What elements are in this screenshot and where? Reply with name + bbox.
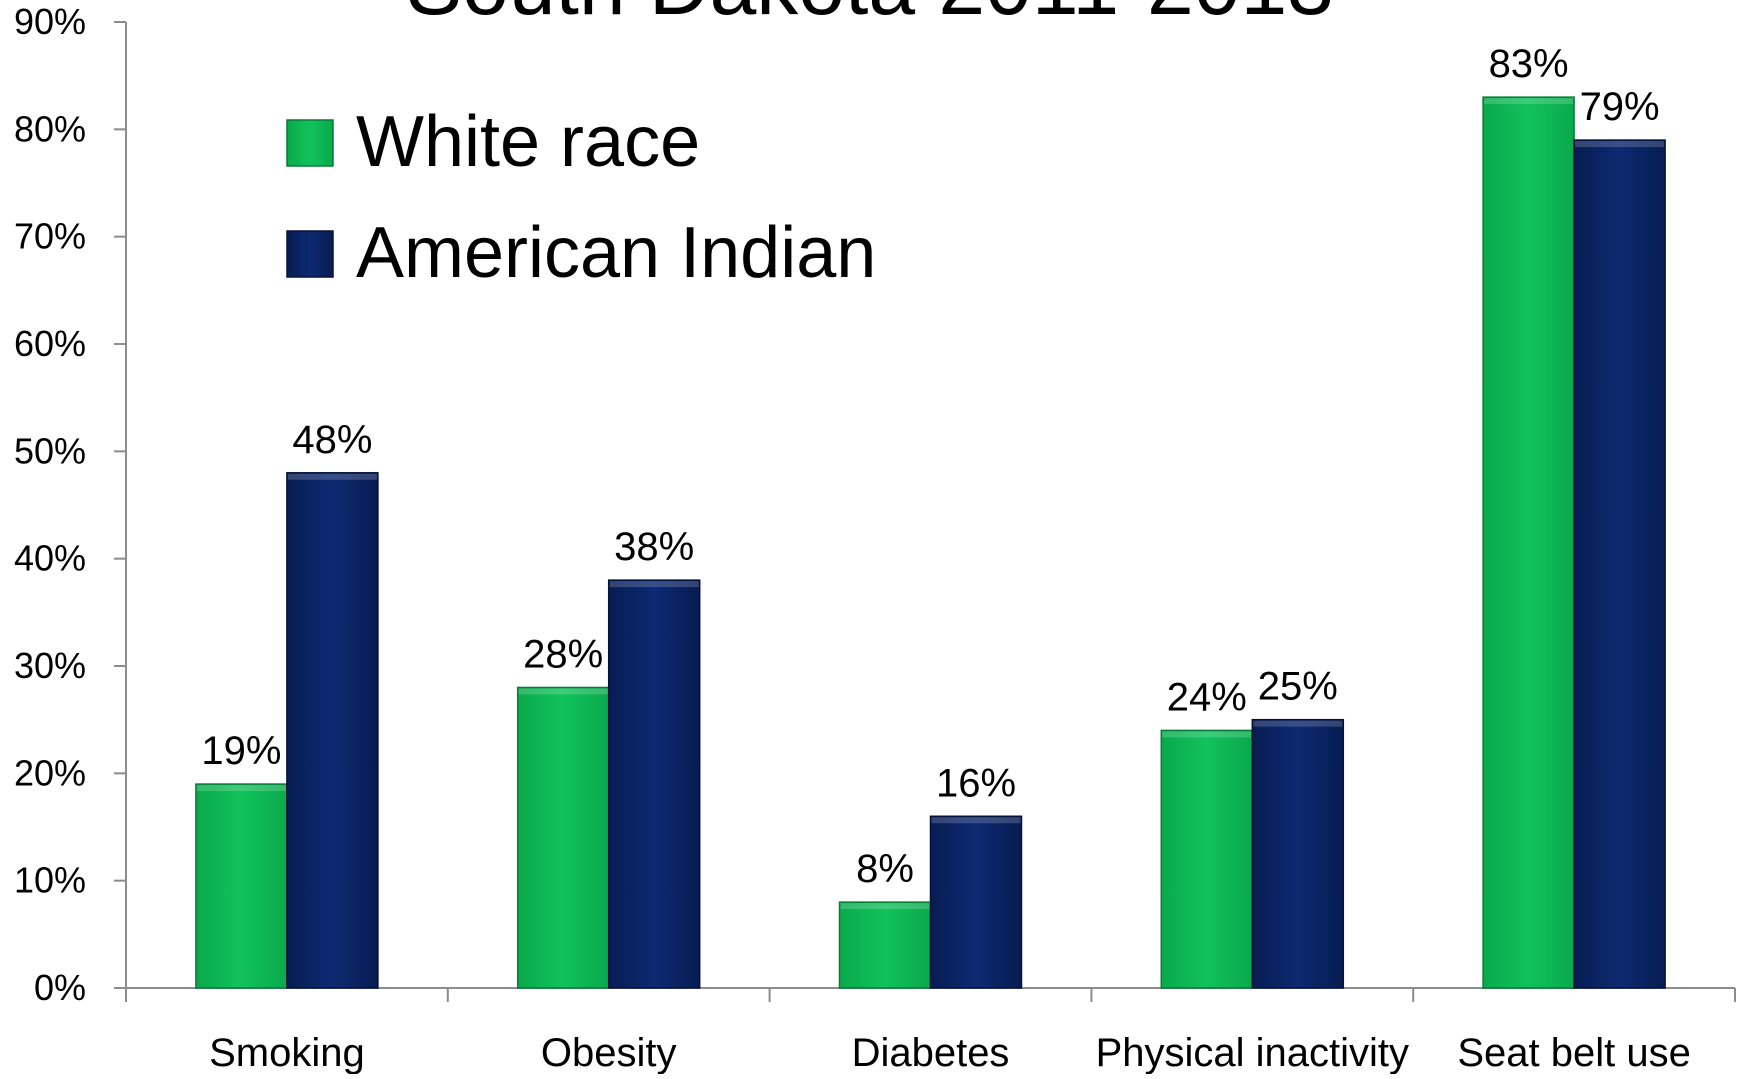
legend-label-white-race: White race [356, 102, 700, 182]
data-label-white-race-seat-belt-use: 83% [1489, 42, 1569, 86]
legend-swatch-american-indian [286, 230, 334, 278]
y-tick-label: 90% [14, 1, 86, 42]
y-tick-label: 60% [14, 323, 86, 364]
y-ticks: 0% 10% 20% 30% 40% 50% 60% 70% 80% 90% [14, 1, 126, 1008]
bar-white-race-physical-inactivity [1160, 729, 1254, 989]
bar-white-race-smoking [195, 783, 288, 989]
bar-bevel-white-race-obesity [518, 688, 608, 695]
data-label-american-indian-seat-belt-use: 79% [1580, 85, 1660, 129]
bars [195, 96, 1666, 989]
bar-bevel-american-indian-physical-inactivity [1253, 720, 1343, 727]
legend-swatch-white-race [286, 119, 334, 167]
data-label-american-indian-obesity: 38% [614, 525, 694, 569]
bar-american-indian-smoking [286, 472, 379, 989]
data-label-white-race-smoking: 19% [201, 729, 281, 773]
data-label-american-indian-diabetes: 16% [936, 761, 1016, 805]
bar-bevel-white-race-seat-belt-use [1484, 98, 1574, 105]
bar-bevel-american-indian-diabetes [931, 817, 1021, 824]
bar-white-race-obesity [516, 686, 610, 989]
y-tick-label: 50% [14, 430, 86, 471]
y-tick-label: 80% [14, 108, 86, 149]
bar-bevel-white-race-smoking [196, 785, 286, 792]
bar-bevel-american-indian-obesity [609, 581, 699, 588]
data-label-white-race-physical-inactivity: 24% [1167, 675, 1247, 719]
y-tick-label: 40% [14, 538, 86, 579]
bar-bevel-white-race-physical-inactivity [1162, 731, 1252, 738]
x-ticks [125, 988, 1736, 1002]
bar-bevel-white-race-diabetes [840, 903, 930, 910]
category-label-seat-belt-use: Seat belt use [1457, 1031, 1691, 1074]
y-tick-label: 70% [14, 216, 86, 257]
category-label-diabetes: Diabetes [852, 1031, 1010, 1074]
bar-bevel-american-indian-seat-belt-use [1575, 141, 1665, 148]
bar-american-indian-physical-inactivity [1251, 718, 1345, 989]
category-label-smoking: Smoking [209, 1031, 365, 1074]
data-label-white-race-diabetes: 8% [856, 847, 914, 891]
legend: White race American Indian [286, 102, 876, 293]
category-label-physical-inactivity: Physical inactivity [1096, 1031, 1409, 1074]
y-tick-label: 10% [14, 860, 86, 901]
chart-title: South Dakota 2011-2013 [406, 0, 1334, 32]
bar-american-indian-obesity [607, 579, 701, 989]
category-label-obesity: Obesity [541, 1031, 677, 1074]
legend-label-american-indian: American Indian [356, 213, 876, 293]
data-labels: 19% 48% 28% 38% 8% 16% 24% 25% 83%79% [201, 42, 1659, 891]
bar-american-indian-seat-belt-use [1573, 139, 1666, 989]
bar-white-race-seat-belt-use [1482, 96, 1575, 989]
y-tick-label: 30% [14, 645, 86, 686]
data-label-american-indian-smoking: 48% [292, 418, 372, 462]
y-tick-label: 0% [34, 967, 86, 1008]
category-labels: Smoking Obesity Diabetes Physical inactivit… [209, 1031, 1691, 1075]
bar-american-indian-diabetes [929, 815, 1023, 989]
bar-bevel-american-indian-smoking [287, 473, 377, 480]
data-label-american-indian-physical-inactivity: 25% [1258, 665, 1338, 709]
y-tick-label: 20% [14, 752, 86, 793]
data-label-white-race-obesity: 28% [523, 632, 603, 676]
bar-white-race-diabetes [838, 901, 932, 989]
